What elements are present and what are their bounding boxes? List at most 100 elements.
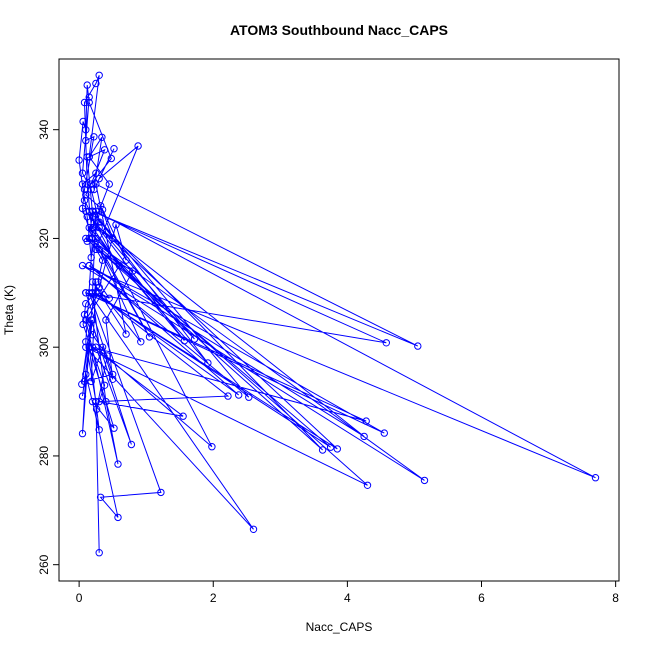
data-point (112, 221, 120, 229)
data-point (96, 493, 105, 501)
data-point (98, 256, 107, 264)
data-point (90, 223, 98, 232)
data-point (137, 338, 145, 346)
data-point (88, 331, 97, 339)
data-point (109, 370, 117, 379)
data-point (78, 204, 87, 213)
data-point (87, 377, 95, 386)
data-point (414, 342, 422, 350)
data-point (92, 289, 100, 297)
y-tick-label: 320 (37, 228, 51, 248)
y-tick-label: 300 (37, 337, 51, 357)
data-point (208, 443, 216, 451)
data-point (85, 343, 93, 351)
data-point (83, 237, 91, 245)
data-point (110, 424, 118, 432)
data-point (88, 343, 97, 351)
data-point (79, 320, 87, 329)
data-point (95, 426, 103, 434)
data-point (591, 474, 600, 482)
data-point (107, 154, 116, 163)
data-point (360, 432, 368, 441)
data-point (87, 180, 95, 188)
data-point (95, 71, 103, 80)
data-point (82, 126, 90, 134)
data-point (92, 169, 100, 177)
y-tick-label: 340 (37, 119, 51, 139)
data-point (88, 316, 97, 324)
data-point (92, 397, 100, 406)
data-point (85, 153, 93, 161)
data-point (88, 213, 97, 221)
data-point (83, 213, 91, 221)
data-point (78, 392, 87, 400)
data-point (110, 145, 118, 153)
data-point (80, 310, 89, 319)
data-point (420, 476, 429, 485)
data-point (100, 146, 109, 154)
data-point (100, 381, 109, 389)
data-point (103, 352, 112, 360)
data-point (85, 261, 93, 270)
data-point (85, 98, 93, 107)
data-point (82, 338, 90, 346)
data-point (85, 223, 93, 232)
x-axis-label: Nacc_CAPS (306, 620, 373, 634)
data-point (114, 460, 122, 468)
data-point (318, 446, 327, 454)
chart-title: ATOM3 Southbound Nacc_CAPS (230, 22, 448, 38)
data-point (122, 330, 130, 338)
data-point (134, 142, 142, 150)
data-point (382, 339, 390, 347)
data-point (95, 223, 103, 232)
axes: 0 2 4 6 8 260 280 300 320 340 (37, 119, 619, 605)
plot-frame (58, 58, 620, 582)
data-point (95, 174, 103, 183)
data-point (95, 218, 103, 226)
data-point (326, 443, 335, 451)
data-point (78, 180, 87, 188)
data-point (95, 289, 103, 297)
plot-area (75, 71, 600, 557)
data-point (114, 513, 122, 522)
data-point (115, 261, 124, 270)
data-point (204, 359, 212, 367)
data-point (90, 133, 98, 141)
data-point (85, 93, 93, 101)
data-point (79, 117, 87, 126)
data-point (98, 133, 106, 142)
y-tick-label: 260 (37, 554, 51, 574)
data-point (333, 445, 341, 453)
data-point (82, 300, 90, 308)
data-point (88, 207, 97, 216)
data-point (80, 98, 89, 107)
data-point (75, 156, 83, 164)
data-point (129, 267, 137, 275)
data-point (363, 481, 372, 489)
data-point (92, 79, 100, 88)
data-point (235, 391, 243, 399)
data-point (78, 380, 86, 388)
x-tick-label: 0 (76, 591, 83, 605)
data-point (92, 405, 101, 413)
x-tick-label: 4 (344, 591, 351, 605)
data-point (105, 180, 114, 188)
data-point (362, 417, 370, 425)
data-point (88, 278, 97, 286)
data-point (83, 153, 91, 161)
data-point (83, 81, 91, 89)
data-point (96, 202, 105, 210)
data-points (75, 71, 600, 557)
data-point (190, 335, 199, 343)
x-tick-label: 6 (478, 591, 485, 605)
data-point (122, 256, 130, 264)
data-point (380, 429, 388, 437)
data-point (245, 393, 253, 401)
data-point (95, 549, 103, 557)
data-point (109, 375, 117, 383)
data-point (224, 392, 232, 400)
y-axis-label: Theta (K) (2, 285, 16, 335)
data-point (78, 429, 87, 438)
data-point (82, 136, 90, 145)
